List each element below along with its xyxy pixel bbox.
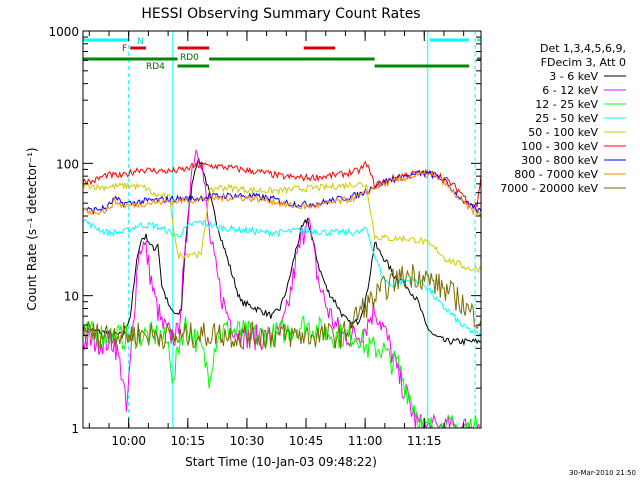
legend-header-line-2: FDecim 3, Att 0 bbox=[541, 56, 626, 69]
x-tick-label-0: 10:00 bbox=[111, 434, 146, 448]
y-tick-label-1: 10 bbox=[64, 290, 79, 304]
annotation-f: F bbox=[122, 44, 127, 54]
y-tick-label-3: 1000 bbox=[48, 25, 79, 39]
x-tick-label-5: 11:15 bbox=[407, 434, 442, 448]
legend-label-4: 50 - 100 keV bbox=[528, 126, 598, 139]
legend-label-2: 12 - 25 keV bbox=[535, 98, 598, 111]
annotation-n: N bbox=[137, 37, 144, 47]
annotation-rd0: RD0 bbox=[180, 53, 199, 63]
series-line-4 bbox=[83, 181, 481, 274]
y-tick-label-2: 100 bbox=[56, 157, 79, 171]
x-tick-label-2: 10:30 bbox=[230, 434, 265, 448]
plot-area: FN RD0 RD4 bbox=[83, 31, 481, 428]
legend-label-7: 800 - 7000 keV bbox=[514, 168, 598, 181]
x-axis-label: Start Time (10-Jan-03 09:48:22) bbox=[185, 455, 377, 469]
x-tick-label-4: 11:00 bbox=[348, 434, 383, 448]
series-group bbox=[83, 31, 481, 428]
series-line-7 bbox=[83, 170, 481, 217]
legend: Det 1,3,4,5,6,9, FDecim 3, Att 0 3 - 6 k… bbox=[500, 42, 626, 195]
series-line-6 bbox=[83, 170, 481, 215]
x-tick-label-3: 10:45 bbox=[289, 434, 324, 448]
legend-label-0: 3 - 6 keV bbox=[549, 70, 598, 83]
plot-frame bbox=[82, 30, 482, 429]
legend-label-6: 300 - 800 keV bbox=[521, 154, 598, 167]
series-line-2 bbox=[83, 315, 481, 428]
series-line-5 bbox=[83, 160, 481, 208]
footer-timestamp: 30-Mar-2010 21:50 bbox=[569, 469, 636, 477]
x-tick-label-1: 10:15 bbox=[171, 434, 206, 448]
y-axis-label: Count Rate (s⁻¹ detector⁻¹) bbox=[25, 147, 39, 310]
axes: 1 10 100 1000 10:00 10:15 10:30 10:45 11:00 11:15 bbox=[48, 25, 482, 448]
legend-label-3: 25 - 50 keV bbox=[535, 112, 598, 125]
annotation-rd4: RD4 bbox=[146, 62, 165, 72]
legend-label-1: 6 - 12 keV bbox=[542, 84, 598, 97]
legend-label-8: 7000 - 20000 keV bbox=[500, 182, 598, 195]
series-line-0 bbox=[83, 158, 481, 347]
series-line-1 bbox=[83, 148, 481, 428]
series-line-8 bbox=[83, 264, 481, 350]
y-tick-label-0: 1 bbox=[71, 422, 79, 436]
legend-label-5: 100 - 300 keV bbox=[521, 140, 598, 153]
chart-title: HESSI Observing Summary Count Rates bbox=[141, 6, 420, 22]
legend-header-line-1: Det 1,3,4,5,6,9, bbox=[540, 42, 626, 55]
